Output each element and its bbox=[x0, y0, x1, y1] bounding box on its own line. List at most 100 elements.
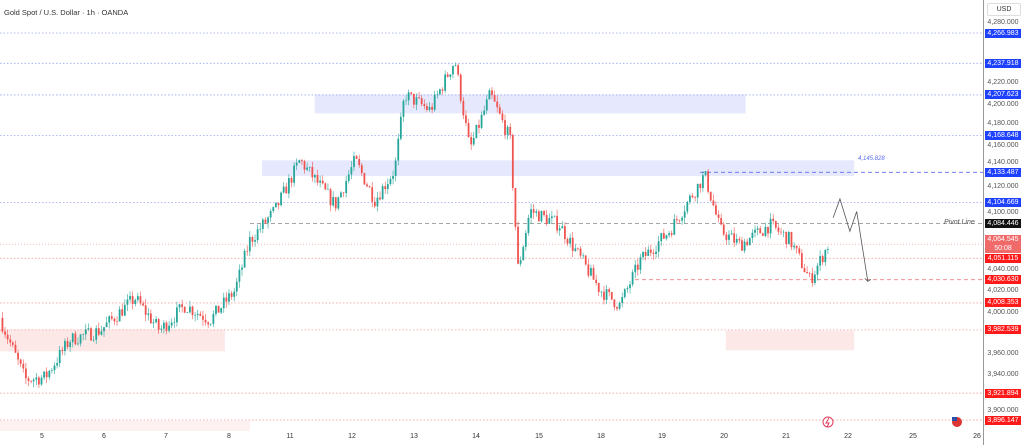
price-level-label: 4,084.446 bbox=[985, 219, 1021, 228]
candle-body bbox=[668, 233, 670, 236]
currency-button[interactable]: USD bbox=[987, 3, 1021, 16]
candle-body bbox=[40, 377, 43, 385]
candle-body bbox=[353, 156, 355, 168]
candle-body bbox=[287, 178, 290, 194]
candle-body bbox=[376, 197, 379, 207]
candle-body bbox=[626, 288, 629, 290]
date-tick-label: 19 bbox=[658, 433, 666, 440]
candle-body bbox=[314, 174, 316, 178]
candle-body bbox=[366, 184, 368, 187]
candle-body bbox=[32, 379, 35, 382]
candle-body bbox=[634, 264, 637, 273]
candle-body bbox=[540, 211, 543, 222]
candle-body bbox=[751, 232, 754, 238]
candle-body bbox=[790, 231, 793, 248]
candle-body bbox=[69, 342, 72, 348]
candle-body bbox=[82, 334, 85, 335]
arrow-icon bbox=[864, 278, 872, 282]
candle-body bbox=[639, 257, 642, 270]
candle-body bbox=[577, 248, 579, 249]
price-axis[interactable] bbox=[983, 0, 984, 445]
candle-body bbox=[446, 74, 449, 77]
candle-body bbox=[402, 100, 405, 117]
candle-body bbox=[730, 233, 733, 235]
candle-body bbox=[483, 110, 486, 115]
candle-body bbox=[603, 291, 605, 300]
candle-body bbox=[24, 368, 27, 379]
candle-body bbox=[389, 178, 392, 184]
us-flag-icon bbox=[952, 417, 957, 421]
candle-body bbox=[371, 187, 374, 202]
candle-body bbox=[1, 317, 4, 332]
candle-body bbox=[774, 220, 777, 228]
candle-body bbox=[61, 349, 64, 352]
candle-body bbox=[798, 248, 801, 254]
candle-body bbox=[220, 308, 223, 313]
chart-title: Gold Spot / U.S. Dollar · 1h · OANDA bbox=[4, 8, 129, 17]
price-level-label: 4,266.983 bbox=[985, 28, 1021, 38]
candle-body bbox=[327, 189, 329, 190]
candle-body bbox=[579, 248, 582, 256]
candle-body bbox=[452, 65, 454, 75]
candle-body bbox=[368, 186, 371, 188]
price-level-label: 3,921.894 bbox=[985, 388, 1021, 398]
candle-body bbox=[74, 333, 77, 345]
candle-body bbox=[439, 89, 441, 95]
candle-body bbox=[530, 209, 532, 218]
price-chart[interactable] bbox=[0, 0, 983, 445]
candle-body bbox=[209, 323, 212, 325]
zone bbox=[0, 329, 225, 352]
candle-body bbox=[259, 228, 262, 230]
candle-body bbox=[105, 322, 108, 328]
candle-body bbox=[410, 92, 413, 94]
candle-body bbox=[11, 342, 14, 345]
candle-body bbox=[590, 267, 592, 276]
lightning-icon bbox=[822, 416, 834, 428]
candle-body bbox=[720, 217, 723, 225]
candle-body bbox=[222, 297, 225, 309]
candle-body bbox=[384, 186, 387, 190]
price-tick-label: 4,120.000 bbox=[987, 182, 1019, 190]
candle-body bbox=[337, 197, 340, 209]
candle-body bbox=[493, 95, 496, 102]
date-tick-label: 18 bbox=[597, 433, 605, 440]
price-tick-label: 4,180.000 bbox=[987, 120, 1019, 128]
current-price: 4,064.545 bbox=[987, 236, 1019, 244]
candle-body bbox=[418, 97, 420, 99]
candle-body bbox=[548, 218, 551, 224]
lightning-icon bbox=[825, 417, 830, 428]
candle-body bbox=[545, 214, 548, 224]
candle-body bbox=[17, 352, 19, 360]
candle-body bbox=[556, 215, 558, 231]
candle-body bbox=[743, 241, 746, 251]
candle-body bbox=[51, 370, 53, 371]
candle-body bbox=[519, 260, 522, 264]
candle-body bbox=[311, 166, 314, 178]
candle-body bbox=[9, 339, 12, 343]
pivot-line-label: Pivot Line bbox=[944, 219, 975, 226]
candle-body bbox=[58, 349, 61, 364]
candle-body bbox=[733, 233, 736, 243]
candle-body bbox=[186, 312, 189, 313]
candle-body bbox=[501, 113, 504, 121]
candle-body bbox=[77, 343, 79, 345]
candle-body bbox=[678, 220, 681, 221]
zone bbox=[725, 330, 855, 351]
date-tick-label: 22 bbox=[844, 433, 852, 440]
candle-body bbox=[433, 94, 436, 110]
candle-body bbox=[155, 319, 157, 323]
candle-body bbox=[824, 249, 827, 263]
candle-body bbox=[772, 218, 775, 221]
candle-body bbox=[298, 160, 301, 163]
candle-body bbox=[425, 106, 428, 110]
candle-body bbox=[819, 256, 821, 266]
candle-body bbox=[652, 252, 655, 254]
price-level-label: 4,104.669 bbox=[985, 197, 1021, 207]
candle-body bbox=[608, 289, 611, 292]
candle-body bbox=[108, 316, 111, 323]
candle-body bbox=[228, 293, 230, 302]
candle-body bbox=[785, 231, 788, 245]
candle-body bbox=[691, 195, 694, 198]
price-tick-label: 4,100.000 bbox=[987, 208, 1019, 216]
candle-body bbox=[517, 226, 519, 264]
